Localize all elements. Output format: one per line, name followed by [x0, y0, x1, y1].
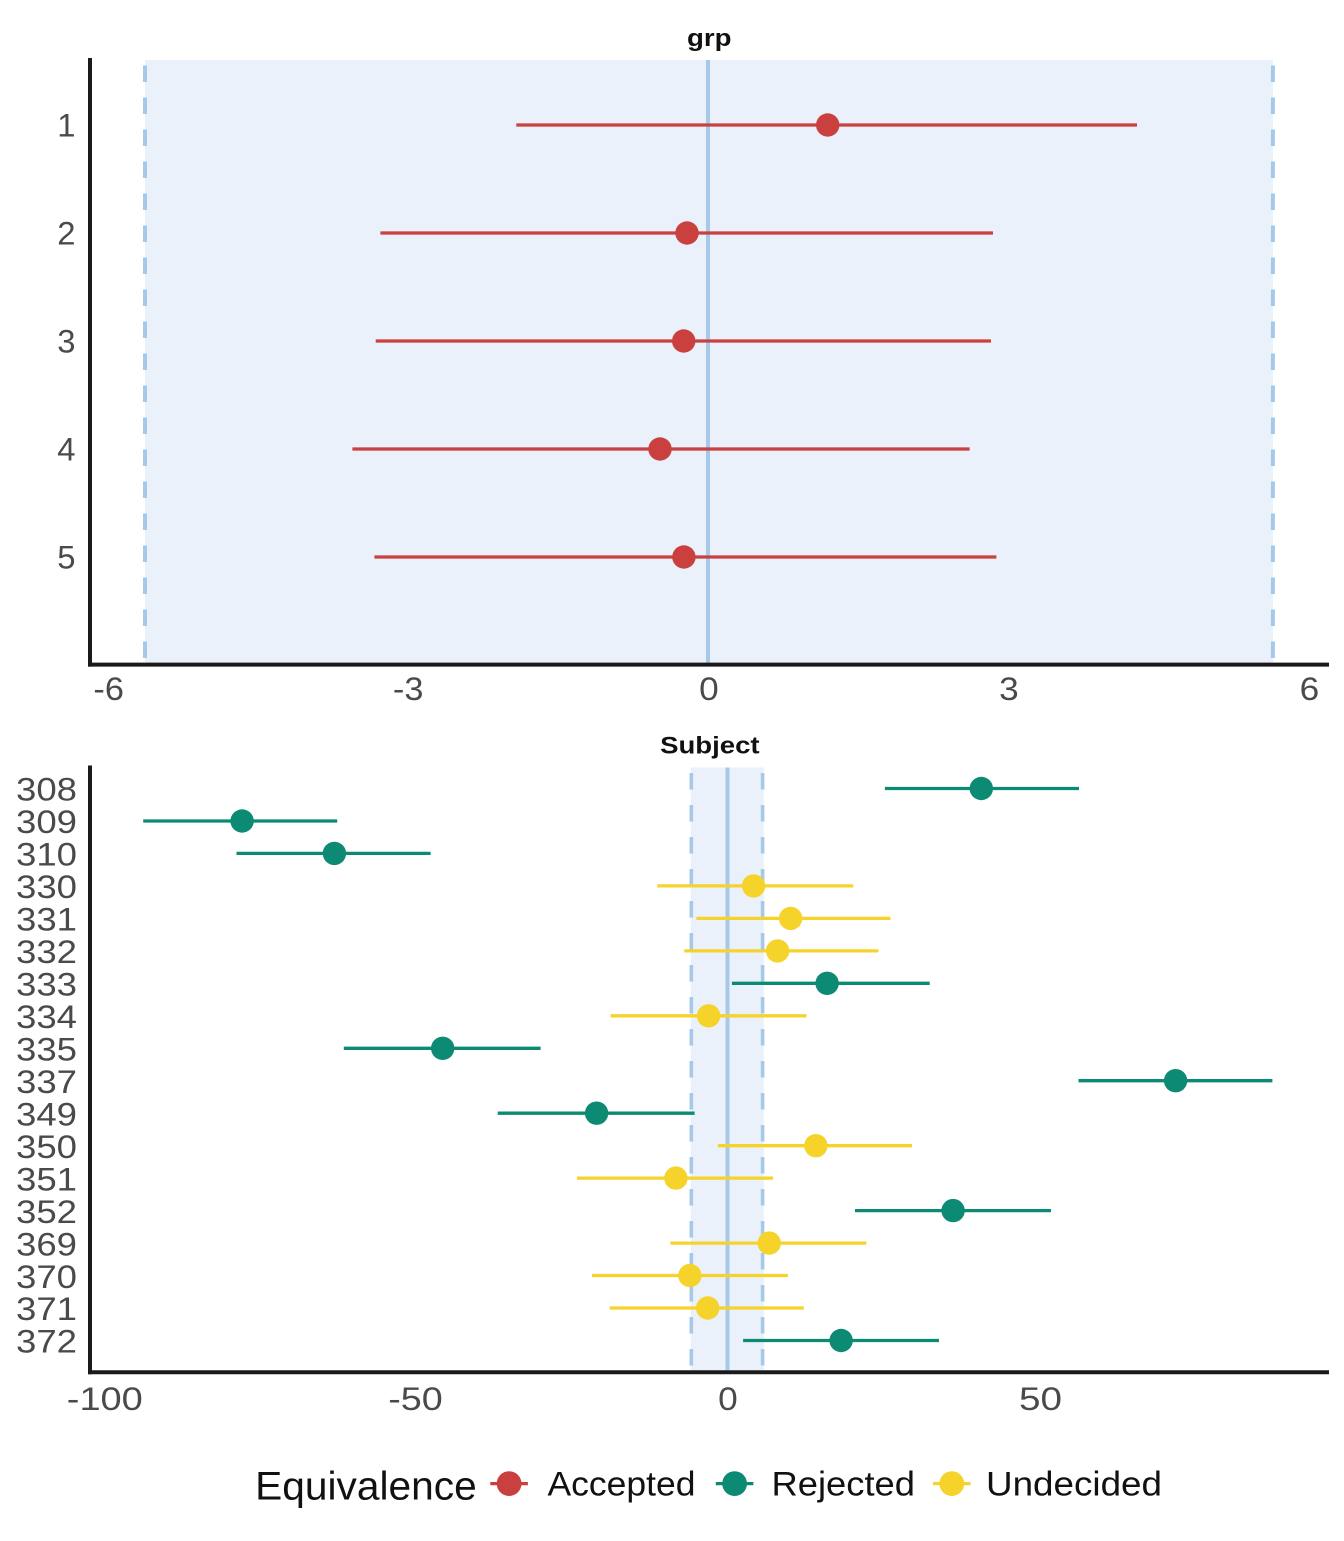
svg-text:369: 369: [16, 1225, 77, 1262]
svg-text:335: 335: [16, 1030, 77, 1067]
svg-text:310: 310: [16, 836, 77, 873]
svg-text:350: 350: [16, 1128, 77, 1165]
svg-text:-3: -3: [393, 670, 424, 707]
svg-text:308: 308: [16, 771, 77, 808]
svg-text:3: 3: [57, 322, 75, 359]
svg-text:-50: -50: [388, 1380, 443, 1417]
svg-text:-6: -6: [93, 670, 124, 707]
svg-text:370: 370: [16, 1258, 77, 1295]
svg-text:372: 372: [16, 1323, 77, 1360]
svg-text:349: 349: [16, 1095, 77, 1132]
svg-text:1: 1: [57, 106, 75, 143]
svg-text:2: 2: [57, 214, 75, 251]
svg-text:Rejected: Rejected: [772, 1466, 916, 1504]
svg-text:0: 0: [699, 670, 719, 707]
svg-text:3: 3: [999, 670, 1019, 707]
svg-text:333: 333: [16, 966, 77, 1003]
svg-text:Subject: Subject: [660, 733, 760, 760]
svg-text:352: 352: [16, 1193, 77, 1230]
svg-text:309: 309: [16, 803, 77, 840]
svg-text:351: 351: [16, 1160, 77, 1197]
svg-text:4: 4: [57, 430, 75, 467]
svg-text:337: 337: [16, 1063, 77, 1100]
svg-text:0: 0: [718, 1380, 738, 1417]
svg-text:331: 331: [16, 901, 77, 938]
svg-text:6: 6: [1300, 670, 1320, 707]
svg-text:371: 371: [16, 1290, 77, 1327]
svg-text:Undecided: Undecided: [986, 1466, 1162, 1504]
svg-text:50: 50: [1019, 1380, 1062, 1417]
svg-text:-100: -100: [67, 1380, 143, 1417]
svg-text:332: 332: [16, 933, 77, 970]
svg-text:334: 334: [16, 998, 77, 1035]
svg-text:330: 330: [16, 868, 77, 905]
svg-text:5: 5: [57, 538, 75, 575]
svg-text:Accepted: Accepted: [548, 1466, 696, 1504]
svg-text:grp: grp: [687, 25, 732, 52]
svg-text:Equivalence: Equivalence: [255, 1464, 477, 1508]
